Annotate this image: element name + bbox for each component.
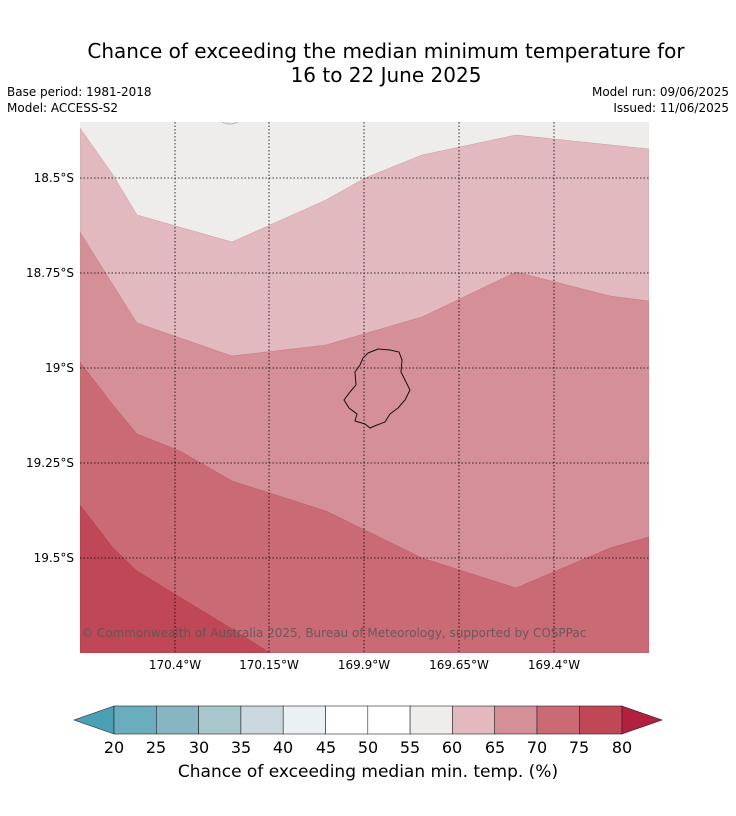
map-edge-shape [221,122,239,125]
lon-label-4: 169.4°W [527,658,581,672]
map-title: Chance of exceeding the median minimum t… [0,39,736,87]
colorbar-tick-25: 25 [145,738,167,757]
niue-coastline [343,348,411,429]
lon-label-3: 169.65°W [429,658,489,672]
graticule [80,122,649,653]
colorbar-tick-35: 35 [230,738,252,757]
map-panel [80,122,649,653]
colorbar-title: Chance of exceeding median min. temp. (%… [177,762,559,782]
colorbar-tick-45: 45 [315,738,337,757]
meta-left: Base period: 1981-2018 Model: ACCESS-S2 [7,84,152,116]
lon-label-0: 170.4°W [148,658,202,672]
colorbar-extend-high [621,705,663,735]
lat-label-0: 18.5°S [33,171,74,185]
lat-label-3: 19.25°S [26,456,74,470]
copyright-notice: © Commonwealth of Australia 2025, Bureau… [81,626,587,640]
title-line-1: Chance of exceeding the median minimum t… [87,39,685,63]
model-run: Model run: 09/06/2025 [591,85,729,99]
cb-65-70 [494,705,538,735]
colorbar-tick-75: 75 [568,738,590,757]
cb-45-50 [325,705,369,735]
cb-40-45 [282,705,326,735]
lat-label-2: 19°S [45,361,74,375]
colorbar-tick-65: 65 [484,738,506,757]
cb-30-35 [198,705,242,735]
meta-right: Model run: 09/06/2025 Issued: 11/06/2025 [592,84,729,116]
cb-20-25 [113,705,157,735]
cb-60-65 [452,705,495,735]
title-line-2: 16 to 22 June 2025 [290,63,482,87]
colorbar-tick-50: 50 [357,738,379,757]
cb-70-75 [536,705,580,735]
model-name: Model: ACCESS-S2 [7,101,119,115]
band-75-80 [80,504,271,653]
issued-date: Issued: 11/06/2025 [613,101,729,115]
cb-75-80 [578,705,623,735]
base-period: Base period: 1981-2018 [7,85,152,99]
colorbar-tick-20: 20 [103,738,125,757]
cb-55-60 [409,705,453,735]
lat-label-1: 18.75°S [26,266,74,280]
lat-label-4: 19.5°S [33,551,74,565]
lon-label-1: 170.15°W [239,658,299,672]
colorbar-tick-55: 55 [399,738,421,757]
cb-25-30 [156,705,199,735]
colorbar-tick-30: 30 [188,738,210,757]
lon-label-2: 169.9°W [337,658,391,672]
colorbar [73,705,663,735]
colorbar-tick-80: 80 [611,738,633,757]
band-70-75 [80,361,649,653]
colorbar-tick-60: 60 [441,738,463,757]
cb-50-55 [367,705,411,735]
colorbar-tick-40: 40 [272,738,294,757]
colorbar-tick-70: 70 [526,738,548,757]
cb-35-40 [240,705,284,735]
colorbar-extend-low [73,705,115,735]
